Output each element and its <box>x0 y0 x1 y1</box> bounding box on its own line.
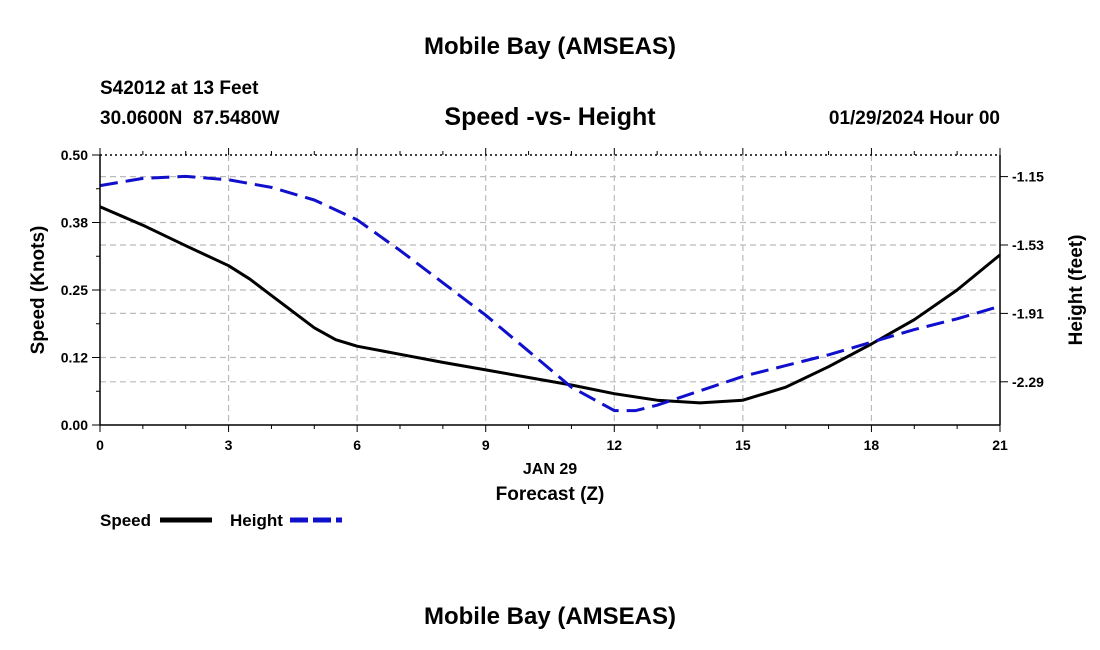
speed-series-line <box>99 205 1001 405</box>
y-tick-label: 0.12 <box>61 350 88 366</box>
x-tick-label: 3 <box>225 437 233 453</box>
x-tick-label: 0 <box>96 437 104 453</box>
legend-speed-label: Speed <box>100 511 151 530</box>
legend-height-label: Height <box>230 511 283 530</box>
legend: Speed Height <box>100 511 342 530</box>
y-tick-label: 0.38 <box>61 215 88 231</box>
coordinates-label: 30.0600N 87.5480W <box>100 108 280 129</box>
x-tick-label: 12 <box>606 437 622 453</box>
x-axis-label: Forecast (Z) <box>496 484 605 505</box>
grid <box>100 155 1000 425</box>
y-axis-label: Speed (Knots) <box>28 226 49 355</box>
x-date-label: JAN 29 <box>523 461 577 478</box>
y2-axis-label: Height (feet) <box>1066 235 1087 346</box>
station-label: S42012 at 13 Feet <box>100 78 259 99</box>
series <box>99 174 1001 413</box>
x-tick-label: 9 <box>482 437 490 453</box>
height-series-line <box>99 174 1001 413</box>
chart-subtitle: Speed -vs- Height <box>444 103 656 131</box>
x-tick-label: 21 <box>992 437 1008 453</box>
y2-tick-label: -2.29 <box>1012 374 1044 390</box>
y-tick-label: 0.00 <box>61 417 88 433</box>
y-tick-label: 0.50 <box>61 147 88 163</box>
forecast-datetime: 01/29/2024 Hour 00 <box>829 108 1000 129</box>
y2-tick-label: -1.15 <box>1012 169 1044 185</box>
y2-tick-label: -1.53 <box>1012 237 1044 253</box>
y-tick-label: 0.25 <box>61 282 88 298</box>
x-tick-label: 15 <box>735 437 751 453</box>
x-tick-label: 18 <box>864 437 880 453</box>
x-tick-label: 6 <box>353 437 361 453</box>
footer-title: Mobile Bay (AMSEAS) <box>424 603 676 630</box>
page-title: Mobile Bay (AMSEAS) <box>424 33 676 60</box>
axes: 0 3 6 9 12 15 18 21 0.00 0.12 0.25 0.38 0.50 -1.15 -1.… <box>61 147 1044 453</box>
y2-tick-label: -1.91 <box>1012 305 1044 321</box>
